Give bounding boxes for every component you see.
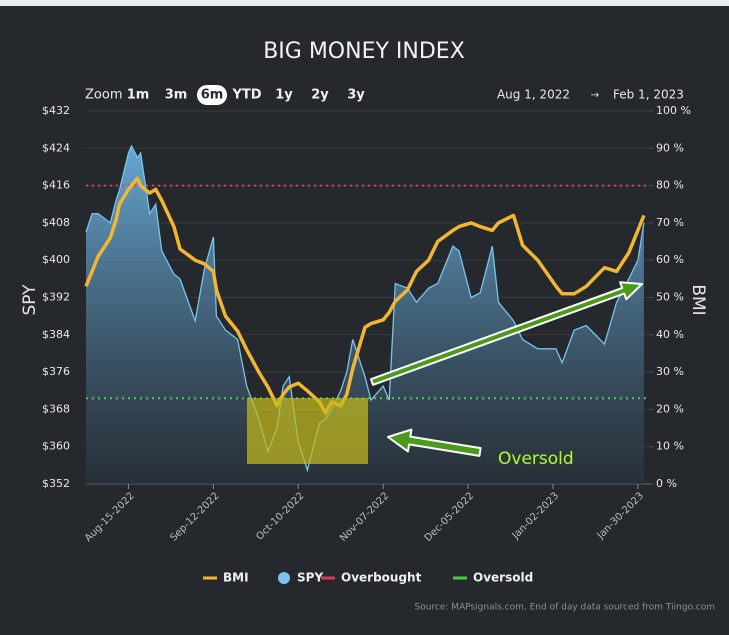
zoom-option[interactable]: 2y — [311, 88, 329, 103]
oversold-arrow — [387, 428, 482, 457]
legend-label[interactable]: Overbought — [341, 571, 422, 585]
y2-tick-label: 80 % — [656, 179, 684, 192]
y-tick-label: $384 — [42, 328, 70, 341]
zoom-option[interactable]: 6m — [201, 88, 224, 103]
range-arrow: → — [591, 90, 599, 101]
zoom-bar: Zoom 1m 3m 6m YTD 1y 2y 3y — [85, 85, 365, 105]
y2-tick-label: 10 % — [656, 440, 684, 453]
zoom-option[interactable]: YTD — [231, 88, 261, 103]
area-fill — [86, 146, 644, 484]
annotations: Oversold — [247, 281, 643, 469]
y-tick-label: $400 — [42, 253, 70, 266]
legend-label[interactable]: BMI — [223, 571, 249, 585]
y-tick-label: $432 — [42, 104, 70, 117]
y2-axis-label: BMI — [688, 284, 708, 315]
y2-tick-label: 0 % — [656, 477, 677, 490]
zoom-option[interactable]: 3m — [165, 88, 188, 103]
y-tick-label: $352 — [42, 477, 70, 490]
y2-tick-label: 70 % — [656, 216, 684, 229]
oversold-zone — [247, 398, 368, 464]
legend-swatch — [278, 572, 290, 584]
zoom-label: Zoom — [85, 88, 122, 103]
zoom-selected[interactable] — [197, 85, 227, 105]
y-axis-label: SPY — [20, 284, 40, 316]
y2-tick-label: 60 % — [656, 253, 684, 266]
y-tick-label: $360 — [42, 440, 70, 453]
chart-title: BIG MONEY INDEX — [263, 39, 465, 64]
y2-tick-label: 20 % — [656, 402, 684, 415]
y2-tick-label: 50 % — [656, 291, 684, 304]
range-start: Aug 1, 2022 — [497, 88, 570, 102]
y2-tick-label: 30 % — [656, 365, 684, 378]
annotation-text: Oversold — [498, 449, 574, 469]
legend: BMI SPY Overbought Oversold — [203, 571, 533, 585]
range-end: Feb 1, 2023 — [613, 88, 684, 102]
y2-tick-label: 100 % — [656, 104, 691, 117]
trend-arrow — [370, 281, 643, 386]
y-tick-label: $376 — [42, 365, 70, 378]
y-tick-label: $368 — [42, 402, 70, 415]
y2-tick-label: 40 % — [656, 328, 684, 341]
y-tick-label: $416 — [42, 179, 70, 192]
top-strip — [0, 0, 729, 6]
y2-tick-label: 90 % — [656, 141, 684, 154]
legend-label[interactable]: Oversold — [473, 571, 533, 585]
y-tick-label: $424 — [42, 141, 70, 154]
y-tick-label: $408 — [42, 216, 70, 229]
zoom-option[interactable]: 1y — [275, 88, 293, 103]
legend-label[interactable]: SPY — [297, 571, 323, 585]
zoom-option[interactable]: 3y — [347, 88, 365, 103]
y-tick-label: $392 — [42, 291, 70, 304]
zoom-option[interactable]: 1m — [127, 88, 150, 103]
source-note: Source: MAPsignals.com. End of day data … — [415, 603, 716, 613]
